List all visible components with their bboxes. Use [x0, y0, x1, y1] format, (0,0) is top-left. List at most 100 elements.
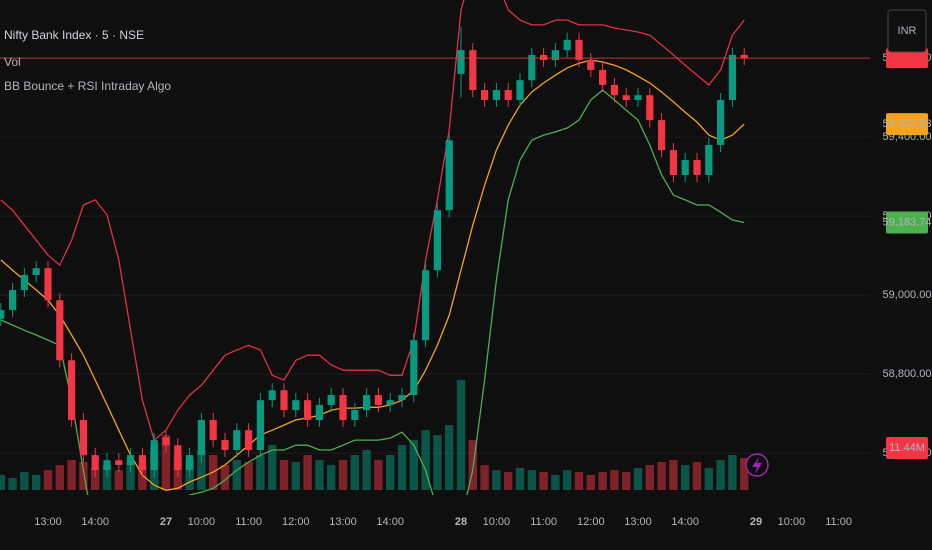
volume-bar	[114, 470, 123, 490]
volume-bar	[374, 460, 383, 490]
candle-body	[481, 90, 489, 100]
volume-bar	[456, 379, 466, 490]
candle-body	[669, 150, 677, 176]
candle-body	[634, 95, 642, 100]
candle-body	[504, 90, 512, 100]
candle-body	[705, 144, 713, 176]
candle-body	[209, 419, 217, 441]
x-tick-label: 12:00	[577, 516, 605, 528]
candle-body	[327, 395, 335, 405]
band-line	[0, 59, 745, 491]
candle-body	[292, 400, 300, 411]
volume-bar	[20, 472, 29, 490]
candle-body	[56, 300, 64, 361]
candle-body	[540, 54, 548, 61]
volume-bar	[633, 467, 643, 490]
volume-bar	[728, 455, 737, 490]
chart-title: Nifty Bank Index · 5 · NSE	[4, 28, 144, 42]
currency-label: INR	[898, 25, 917, 37]
volume-bar	[551, 474, 560, 490]
x-tick-label: 10:00	[778, 516, 806, 528]
candle-body	[127, 455, 135, 465]
volume-bar	[91, 467, 100, 490]
volume-bar	[362, 449, 371, 490]
volume-bar	[574, 472, 584, 490]
candle-body	[469, 50, 477, 91]
x-tick-label: 14:00	[376, 516, 404, 528]
candle-body	[339, 395, 347, 420]
candle-body	[492, 90, 500, 100]
candle-body	[186, 455, 194, 471]
indicator-label: BB Bounce + RSI Intraday Algo	[4, 79, 171, 93]
volume-bar	[338, 460, 348, 490]
x-tick-label: 10:00	[483, 516, 511, 528]
candle-body	[599, 69, 607, 85]
x-tick-label: 27	[160, 516, 172, 528]
candle-body	[398, 395, 406, 401]
candle-body	[374, 395, 382, 405]
candle-body	[622, 95, 630, 100]
volume-bar	[468, 439, 477, 490]
x-tick-label: 11:00	[825, 516, 852, 528]
x-tick-label: 29	[750, 516, 762, 528]
candle-body	[162, 437, 170, 446]
volume-bar	[480, 465, 489, 490]
volume-bar	[716, 460, 725, 490]
candle-body	[0, 310, 5, 319]
volume-bar	[504, 472, 513, 490]
candle-body	[528, 54, 536, 81]
volume-bar	[8, 477, 17, 490]
candle-body	[280, 390, 288, 411]
volume-bar	[622, 472, 631, 490]
candle-body	[315, 404, 323, 420]
candle-body	[268, 390, 276, 401]
volume-bar	[291, 462, 300, 490]
x-tick-label: 10:00	[188, 516, 216, 528]
band-line	[0, 0, 745, 442]
y-tick-label: 58,800.00	[883, 368, 932, 380]
volume-bar	[421, 430, 430, 490]
currency-button[interactable]	[887, 9, 927, 53]
volume-bar	[138, 465, 147, 490]
x-tick-label: 11:00	[235, 516, 262, 528]
candle-body	[103, 460, 111, 471]
candle-body	[9, 289, 17, 311]
candle-body	[717, 99, 725, 145]
volume-bar	[515, 467, 525, 490]
volume-bar	[669, 460, 678, 490]
x-tick-label: 28	[455, 516, 467, 528]
candle-body	[728, 54, 736, 100]
volume-bar	[492, 470, 501, 490]
volume-bar	[279, 460, 289, 490]
volume-bar	[102, 465, 112, 490]
candle-body	[138, 455, 146, 471]
x-tick-label: 14:00	[81, 516, 109, 528]
candle-body	[221, 440, 229, 450]
alert-icon-bolt	[752, 457, 762, 474]
volume-bar	[657, 462, 666, 490]
candle-body	[44, 268, 52, 301]
candle-body	[68, 360, 76, 420]
x-tick-label: 14:00	[671, 516, 699, 528]
candle-body	[646, 95, 654, 121]
candle-body	[740, 54, 748, 59]
value-badge-label: 59,183.74	[883, 216, 932, 228]
candle-body	[422, 270, 430, 341]
indicator-label: Vol	[4, 55, 21, 69]
volume-bar	[244, 462, 253, 490]
candle-body	[245, 430, 253, 450]
candle-body	[150, 440, 158, 471]
candle-body	[516, 80, 524, 100]
candle-body	[233, 430, 241, 450]
value-badge	[886, 436, 928, 459]
candle-body	[79, 419, 87, 456]
volume-bar	[445, 425, 454, 490]
volume-bar	[433, 435, 442, 490]
volume-bar	[563, 470, 572, 490]
volume-bar	[539, 472, 548, 490]
volume-bar	[692, 462, 702, 490]
y-tick-label: 59,000.00	[883, 289, 932, 301]
candle-body	[563, 39, 571, 51]
